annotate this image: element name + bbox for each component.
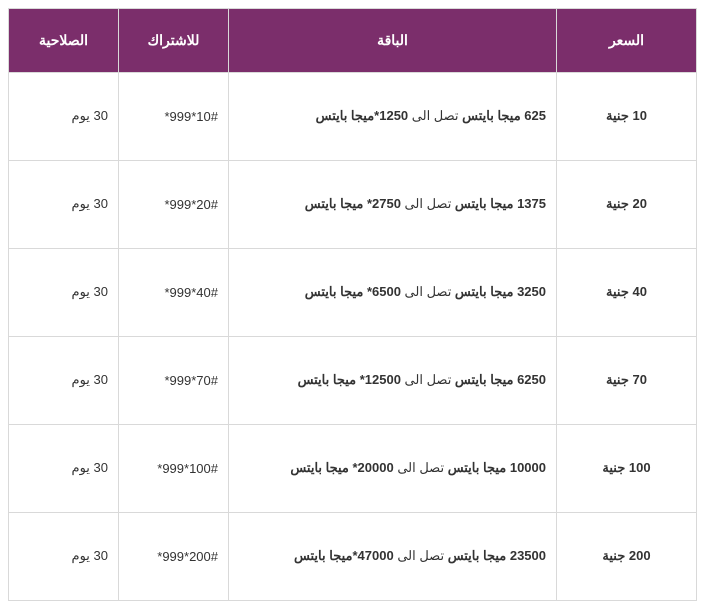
cell-package: 6250 ميجا بايتس تصل الى 12500* ميجا بايت… (229, 336, 557, 424)
table-row: 20 جنية1375 ميجا بايتس تصل الى 2750* ميج… (9, 160, 697, 248)
cell-validity: 30 يوم (9, 336, 119, 424)
table-row: 10 جنية625 ميجا بايتس تصل الى 1250*ميجا … (9, 72, 697, 160)
table-row: 100 جنية10000 ميجا بايتس تصل الى 20000* … (9, 424, 697, 512)
table-row: 200 جنية23500 ميجا بايتس تصل الى 47000*م… (9, 512, 697, 600)
cell-validity: 30 يوم (9, 512, 119, 600)
table-row: 70 جنية6250 ميجا بايتس تصل الى 12500* مي… (9, 336, 697, 424)
cell-price: 20 جنية (557, 160, 697, 248)
cell-validity: 30 يوم (9, 160, 119, 248)
cell-subscribe: *999*100# (119, 424, 229, 512)
col-header-subscribe: للاشتراك (119, 9, 229, 73)
cell-subscribe: *999*10# (119, 72, 229, 160)
cell-subscribe: *999*20# (119, 160, 229, 248)
cell-price: 40 جنية (557, 248, 697, 336)
cell-package: 10000 ميجا بايتس تصل الى 20000* ميجا باي… (229, 424, 557, 512)
cell-price: 100 جنية (557, 424, 697, 512)
cell-validity: 30 يوم (9, 72, 119, 160)
cell-validity: 30 يوم (9, 248, 119, 336)
cell-subscribe: *999*200# (119, 512, 229, 600)
pricing-table: السعر الباقة للاشتراك الصلاحية 10 جنية62… (8, 8, 697, 601)
cell-package: 625 ميجا بايتس تصل الى 1250*ميجا بايتس (229, 72, 557, 160)
cell-price: 70 جنية (557, 336, 697, 424)
col-header-price: السعر (557, 9, 697, 73)
cell-subscribe: *999*70# (119, 336, 229, 424)
table-header-row: السعر الباقة للاشتراك الصلاحية (9, 9, 697, 73)
cell-price: 10 جنية (557, 72, 697, 160)
cell-subscribe: *999*40# (119, 248, 229, 336)
col-header-package: الباقة (229, 9, 557, 73)
cell-package: 1375 ميجا بايتس تصل الى 2750* ميجا بايتس (229, 160, 557, 248)
cell-price: 200 جنية (557, 512, 697, 600)
cell-package: 3250 ميجا بايتس تصل الى 6500* ميجا بايتس (229, 248, 557, 336)
table-row: 40 جنية3250 ميجا بايتس تصل الى 6500* ميج… (9, 248, 697, 336)
cell-validity: 30 يوم (9, 424, 119, 512)
table-body: 10 جنية625 ميجا بايتس تصل الى 1250*ميجا … (9, 72, 697, 600)
col-header-validity: الصلاحية (9, 9, 119, 73)
cell-package: 23500 ميجا بايتس تصل الى 47000*ميجا بايت… (229, 512, 557, 600)
